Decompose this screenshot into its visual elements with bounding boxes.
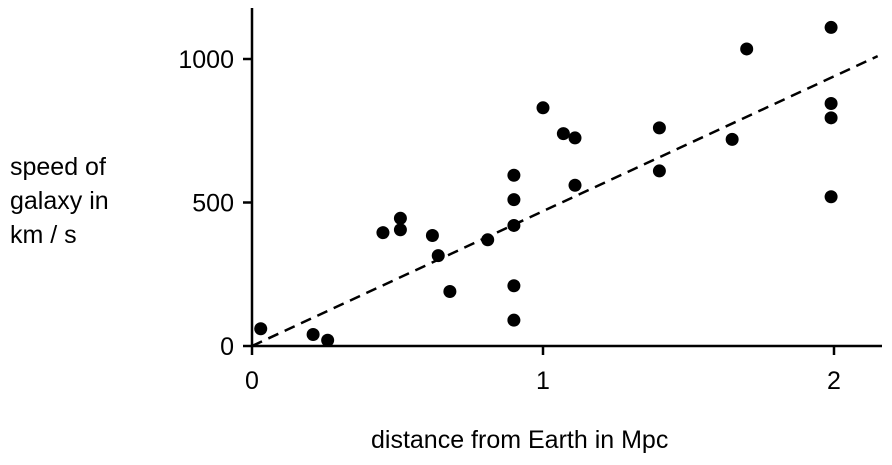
data-point <box>740 42 754 56</box>
data-point <box>425 229 439 243</box>
trend-line <box>251 54 879 348</box>
x-axis-label: distance from Earth in Mpc <box>371 426 669 454</box>
data-point <box>481 233 495 247</box>
axes <box>250 8 882 348</box>
data-point <box>824 190 838 204</box>
data-point <box>507 313 521 327</box>
data-point <box>507 279 521 293</box>
data-point <box>254 322 268 336</box>
data-point <box>824 20 838 34</box>
x-tick-label: 2 <box>827 367 841 395</box>
y-tick-label: 0 <box>220 333 234 361</box>
data-point <box>824 96 838 110</box>
data-point <box>568 131 582 145</box>
data-point <box>376 226 390 240</box>
y-tick-label: 500 <box>192 190 234 218</box>
y-axis-label-line-1: speed of <box>10 153 106 181</box>
data-point <box>568 178 582 192</box>
data-point <box>306 328 320 342</box>
x-tick-label: 0 <box>245 367 259 395</box>
data-point <box>556 127 570 141</box>
data-point <box>393 211 407 225</box>
data-points <box>254 20 838 347</box>
data-point <box>536 101 550 115</box>
data-point <box>507 218 521 232</box>
data-point <box>507 168 521 182</box>
data-point <box>507 193 521 207</box>
y-axis-label-line-3: km / s <box>10 221 77 249</box>
y-axis-label-line-2: galaxy in <box>10 187 109 215</box>
data-point <box>443 284 457 298</box>
data-point <box>393 223 407 237</box>
data-point <box>824 111 838 125</box>
data-point <box>652 164 666 178</box>
ticks: 0 1 2 0 500 1000 <box>178 46 841 395</box>
data-point <box>321 333 335 347</box>
data-point <box>431 249 445 263</box>
data-point <box>652 121 666 135</box>
y-tick-label: 1000 <box>178 46 234 74</box>
x-tick-label: 1 <box>536 367 550 395</box>
data-point <box>725 132 739 146</box>
trend-line-group <box>251 54 879 348</box>
